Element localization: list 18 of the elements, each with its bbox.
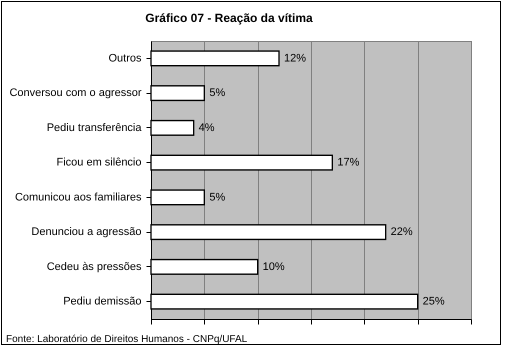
data-label: 10% xyxy=(262,260,285,273)
data-label: 12% xyxy=(284,52,306,64)
y-tick-label: Ficou em silêncio xyxy=(56,156,142,169)
y-tick-label: Outros xyxy=(108,52,142,64)
y-tick-label: Cedeu às pressões xyxy=(46,260,142,273)
data-label: 22% xyxy=(390,226,413,238)
data-label: 5% xyxy=(209,87,226,100)
chart-title: Gráfico 07 - Reação da vítima xyxy=(145,11,314,25)
y-tick-label: Pediu transferência xyxy=(46,122,142,134)
data-label: 4% xyxy=(198,122,215,134)
y-tick-label: Pediu demissão xyxy=(63,296,142,308)
data-label: 17% xyxy=(337,156,360,169)
data-label: 5% xyxy=(209,191,226,204)
y-tick-label: Denunciou a agressão xyxy=(31,226,142,238)
source-note: Fonte: Laboratório de Direitos Humanos - CNPq/UFAL xyxy=(6,334,248,345)
y-tick-label: Comunicou aos familiares xyxy=(14,191,142,204)
y-tick-label: Conversou com o agressor xyxy=(9,87,142,100)
data-label: 25% xyxy=(422,296,445,308)
